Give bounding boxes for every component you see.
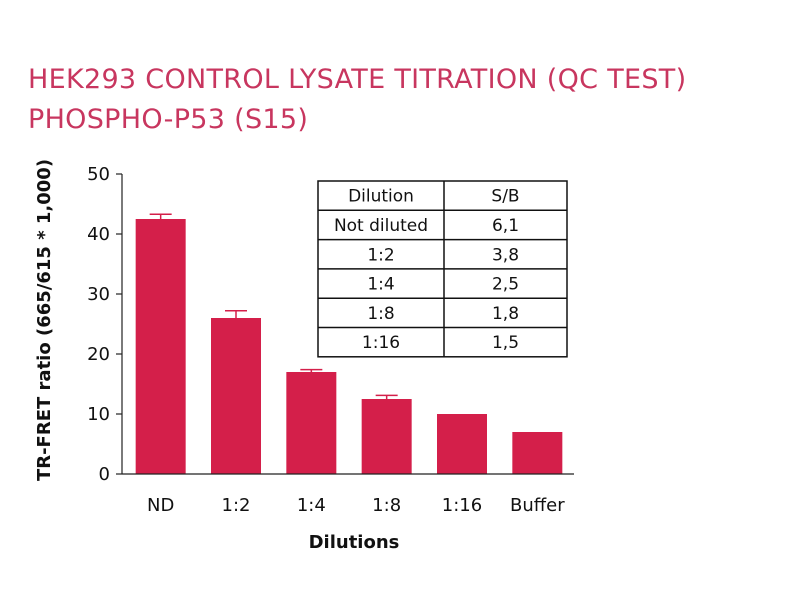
bars-layer: [135, 213, 563, 474]
chart-title: HEK293 CONTROL LYSATE TITRATION (QC TEST…: [28, 60, 686, 140]
y-tick-label: 0: [99, 464, 110, 485]
bar-1:2: [211, 318, 261, 474]
y-tick-label: 10: [87, 404, 110, 425]
table-cell: 6,1: [492, 216, 519, 236]
x-tick-label: 1:2: [222, 495, 251, 516]
bar-1:4: [286, 372, 337, 474]
x-tick-label: ND: [147, 495, 174, 516]
table-cell: Not diluted: [334, 216, 428, 236]
inset-table: Dilution S/B Not diluted 6,1 1:2 3,8 1:4 2,5 1:8…: [317, 180, 568, 358]
x-axis-title: Dilutions: [309, 532, 400, 553]
table-cell: 1:16: [362, 333, 400, 353]
y-tick-label: 30: [87, 284, 110, 305]
table-cell: 1:2: [367, 245, 394, 265]
x-tick-label: 1:4: [297, 495, 326, 516]
bar-1:16: [437, 414, 487, 474]
x-tick-label: Buffer: [510, 495, 565, 516]
table-cell: 3,8: [492, 245, 519, 265]
bar-Buffer: [512, 432, 563, 474]
table-cell: 1:4: [367, 275, 394, 295]
x-tick-label: 1:16: [442, 495, 482, 516]
y-axis-title: TR-FRET ratio (665/615 * 1,000): [34, 159, 55, 481]
table-header-cell: S/B: [491, 187, 519, 207]
axes-layer: 0 10 20 30 40 50 ND 1:2 1:4 1:8 1:16 Buffer: [87, 164, 574, 516]
title-line-2: PHOSPHO-P53 (S15): [28, 104, 309, 135]
y-tick-label: 50: [87, 164, 110, 185]
table-cell: 2,5: [492, 275, 519, 295]
y-tick-label: 20: [87, 344, 110, 365]
table-cell: 1,8: [492, 304, 519, 324]
title-line-1: HEK293 CONTROL LYSATE TITRATION (QC TEST…: [28, 64, 687, 95]
bar-1:8: [361, 399, 412, 474]
table-cell: 1,5: [492, 333, 519, 353]
table-header-cell: Dilution: [348, 187, 414, 207]
x-tick-label: 1:8: [372, 495, 401, 516]
bar-ND: [135, 219, 186, 474]
table-cell: 1:8: [367, 304, 394, 324]
y-tick-label: 40: [87, 224, 110, 245]
